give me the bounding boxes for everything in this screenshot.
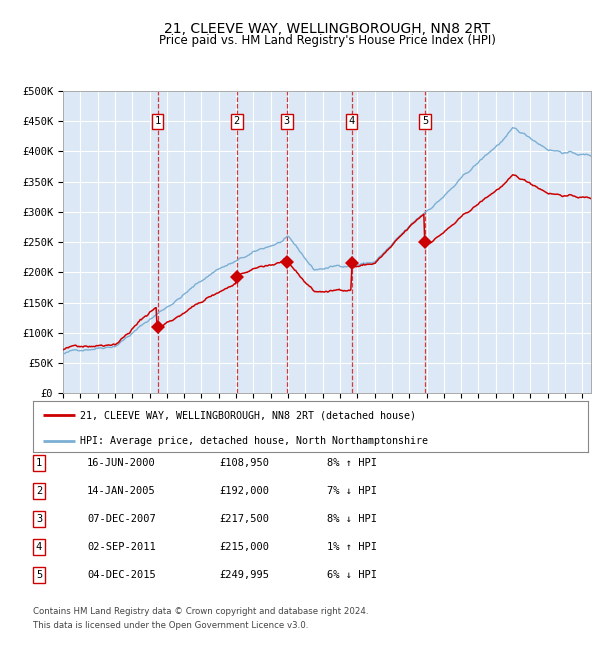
Text: HPI: Average price, detached house, North Northamptonshire: HPI: Average price, detached house, Nort… [80,436,428,446]
Text: 21, CLEEVE WAY, WELLINGBOROUGH, NN8 2RT: 21, CLEEVE WAY, WELLINGBOROUGH, NN8 2RT [164,22,490,36]
Text: 6% ↓ HPI: 6% ↓ HPI [327,569,377,580]
Text: £217,500: £217,500 [219,514,269,524]
Text: 3: 3 [36,514,42,524]
Text: 02-SEP-2011: 02-SEP-2011 [87,541,156,552]
Text: 1% ↑ HPI: 1% ↑ HPI [327,541,377,552]
Text: 16-JUN-2000: 16-JUN-2000 [87,458,156,468]
Text: 04-DEC-2015: 04-DEC-2015 [87,569,156,580]
Text: 5: 5 [422,116,428,126]
Text: 8% ↓ HPI: 8% ↓ HPI [327,514,377,524]
Text: This data is licensed under the Open Government Licence v3.0.: This data is licensed under the Open Gov… [33,621,308,630]
Text: 2: 2 [36,486,42,496]
Text: £192,000: £192,000 [219,486,269,496]
Text: 7% ↓ HPI: 7% ↓ HPI [327,486,377,496]
Text: 8% ↑ HPI: 8% ↑ HPI [327,458,377,468]
Text: 4: 4 [349,116,355,126]
Text: 14-JAN-2005: 14-JAN-2005 [87,486,156,496]
Text: £108,950: £108,950 [219,458,269,468]
Text: 1: 1 [154,116,161,126]
Text: £249,995: £249,995 [219,569,269,580]
Text: Price paid vs. HM Land Registry's House Price Index (HPI): Price paid vs. HM Land Registry's House … [158,34,496,47]
Text: 21, CLEEVE WAY, WELLINGBOROUGH, NN8 2RT (detached house): 21, CLEEVE WAY, WELLINGBOROUGH, NN8 2RT … [80,410,416,421]
Text: Contains HM Land Registry data © Crown copyright and database right 2024.: Contains HM Land Registry data © Crown c… [33,607,368,616]
Text: 07-DEC-2007: 07-DEC-2007 [87,514,156,524]
Text: £215,000: £215,000 [219,541,269,552]
Text: 1: 1 [36,458,42,468]
Text: 2: 2 [233,116,240,126]
Text: 4: 4 [36,541,42,552]
Text: 3: 3 [284,116,290,126]
Text: 5: 5 [36,569,42,580]
